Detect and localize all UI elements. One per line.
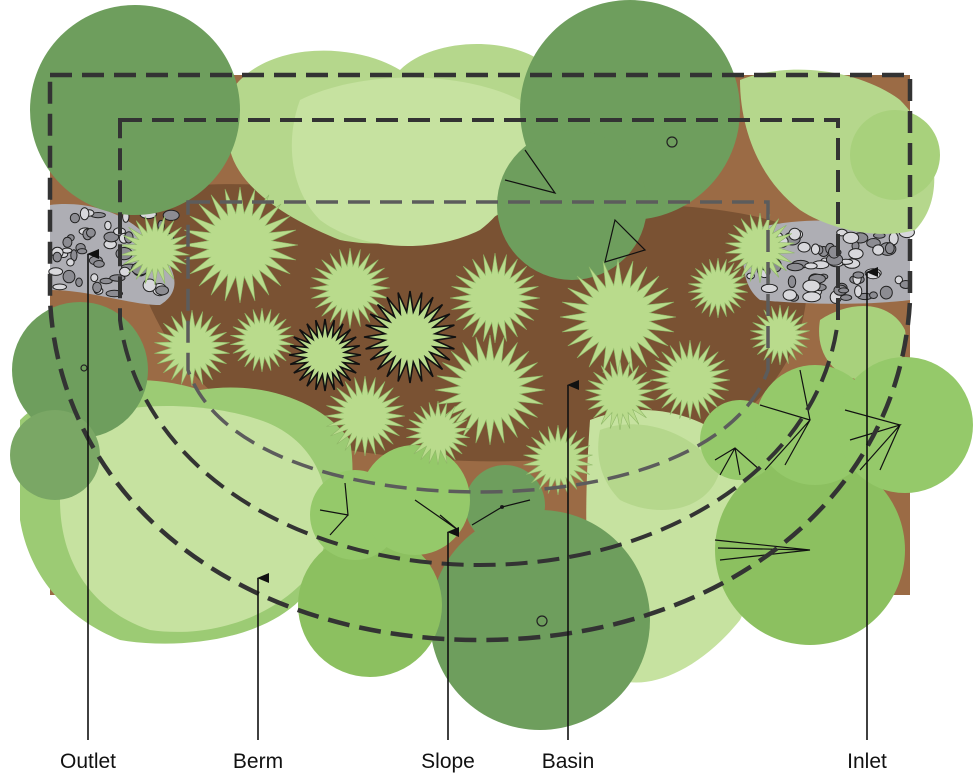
slope-label: Slope — [421, 750, 475, 773]
star-plant — [449, 252, 541, 344]
river-rock — [142, 278, 157, 293]
star-plant — [230, 307, 294, 373]
berm-boundary — [47, 72, 913, 643]
star-plant — [523, 424, 593, 496]
star-plant — [585, 359, 655, 431]
river-rock — [52, 251, 62, 263]
river-rock — [782, 289, 797, 301]
tree-trunk-marker — [666, 136, 678, 148]
outlet-label: Outlet — [60, 750, 116, 773]
star-plant — [324, 375, 406, 457]
river-rock — [48, 267, 64, 276]
river-rock — [75, 277, 83, 288]
river-rock — [86, 227, 96, 238]
tree-right-c — [837, 357, 973, 493]
river-rock — [104, 220, 112, 231]
star-plant — [288, 318, 362, 392]
river-rock — [894, 275, 903, 285]
star-plant — [725, 212, 795, 284]
star-plant — [181, 186, 299, 304]
river-rock — [99, 277, 113, 285]
river-rock — [760, 283, 778, 293]
tree-top-left — [30, 5, 240, 215]
river-rock — [865, 270, 881, 280]
star-plant — [154, 309, 230, 387]
tree-left-lower — [10, 410, 100, 500]
river-rock — [797, 241, 811, 253]
tree-left-mid — [12, 302, 148, 438]
river-rock — [162, 209, 180, 221]
river-rock — [840, 294, 853, 301]
berm-label: Berm — [233, 750, 283, 773]
tree-center-upper — [497, 130, 647, 280]
tree-bottom-center — [430, 510, 650, 730]
river-rock — [854, 285, 863, 298]
river-rock — [69, 212, 81, 224]
tree-right-top — [850, 110, 940, 200]
basin-boundary — [186, 200, 770, 494]
zone-boundaries — [47, 72, 913, 643]
river-rock — [842, 231, 860, 244]
river-rock — [838, 287, 850, 294]
star-plant — [750, 304, 810, 366]
river-rock — [92, 281, 102, 294]
star-plant — [406, 400, 470, 466]
river-rock — [786, 262, 804, 272]
river-rock — [90, 273, 99, 283]
star-plant — [120, 214, 190, 286]
river-rock — [93, 260, 105, 268]
river-rock — [62, 236, 73, 248]
leader-arrows — [87, 249, 878, 740]
river-rock — [109, 274, 126, 282]
star-plant — [649, 339, 731, 421]
tree-small-bottom — [465, 465, 545, 545]
zone-labels: Outlet Berm Slope Basin Inlet — [60, 750, 887, 773]
basin-label: Basin — [542, 750, 595, 773]
star-plant — [309, 247, 391, 329]
tree-trunk-marker — [80, 364, 88, 372]
river-rock — [787, 275, 797, 289]
river-rock — [52, 283, 68, 291]
river-rock — [103, 231, 120, 243]
river-rock — [802, 279, 821, 293]
river-rock — [879, 285, 893, 300]
river-rock — [804, 262, 818, 270]
river-rock — [852, 271, 865, 279]
star-plant — [363, 290, 457, 384]
basin-plantings — [120, 186, 810, 496]
river-rock — [869, 291, 878, 300]
river-rock — [884, 242, 895, 255]
river-rock — [79, 207, 90, 221]
river-rock — [810, 243, 821, 255]
inlet-label: Inlet — [847, 750, 887, 773]
star-plant — [688, 257, 748, 319]
river-rock — [155, 285, 170, 296]
star-plant — [559, 258, 677, 376]
slope-boundary — [118, 118, 840, 568]
river-rock — [66, 258, 75, 267]
river-rock — [802, 291, 822, 303]
river-rock — [76, 248, 88, 255]
tree-trunk-marker — [536, 615, 548, 627]
river-rock — [848, 248, 864, 260]
tree-bottom-left — [298, 533, 442, 677]
star-plant — [434, 334, 546, 446]
river-rock — [872, 244, 885, 256]
river-rock — [62, 269, 76, 284]
